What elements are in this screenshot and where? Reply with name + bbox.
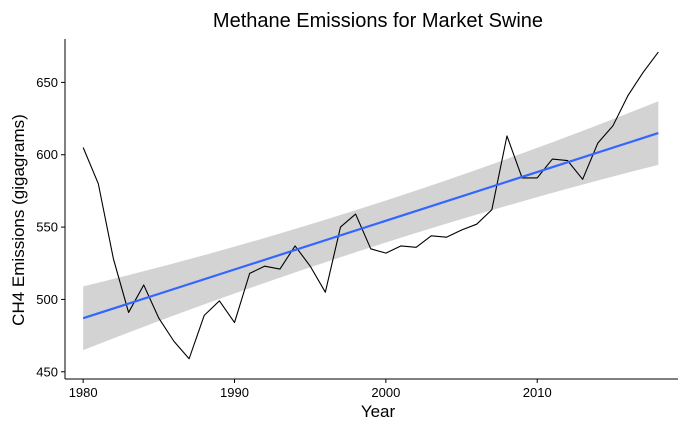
y-tick-label: 650: [36, 75, 58, 90]
y-axis-title: CH4 Emissions (gigagrams): [9, 114, 28, 326]
y-tick-label: 600: [36, 147, 58, 162]
chart-title: Methane Emissions for Market Swine: [213, 10, 543, 32]
plot-area: [82, 51, 659, 360]
y-tick-label: 550: [36, 220, 58, 235]
x-tick-label: 2000: [371, 385, 400, 400]
y-tick-label: 450: [36, 364, 58, 379]
data-series-line: [82, 51, 659, 360]
x-tick-label: 1980: [69, 385, 98, 400]
y-tick-label: 500: [36, 292, 58, 307]
x-tick-label: 2010: [523, 385, 552, 400]
x-tick-label: 1990: [220, 385, 249, 400]
x-axis-title: Year: [361, 402, 396, 421]
axes: 450 500 550 600 650 1980 1990 2000 2010: [36, 39, 678, 400]
trend-line: [82, 131, 659, 320]
